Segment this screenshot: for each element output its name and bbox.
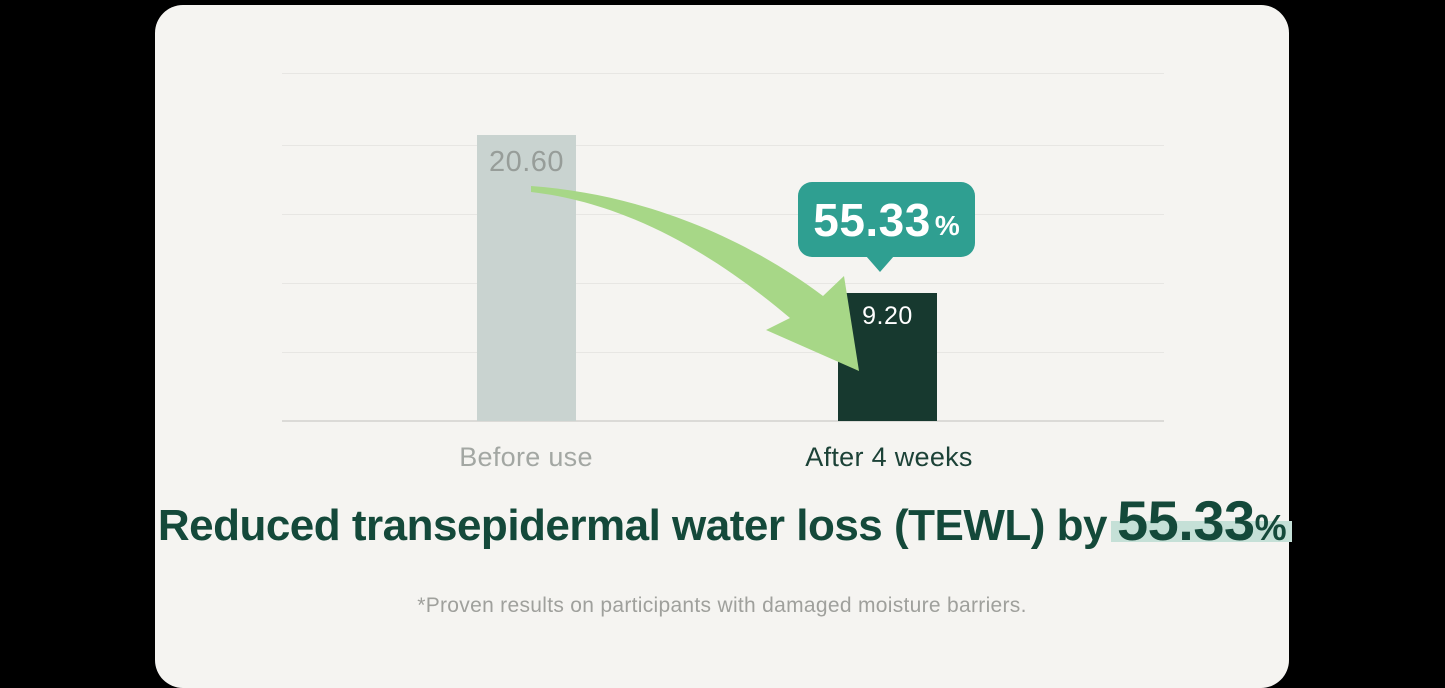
headline-text: Reduced transepidermal water loss (TEWL)… — [157, 501, 1108, 550]
x-axis-line — [282, 420, 1164, 422]
headline-percentage-highlight: 55.33% — [1111, 493, 1293, 549]
headline-number: 55.33 — [1117, 489, 1255, 552]
results-card: 20.60 9.20 55.33 % Before use After 4 we… — [155, 5, 1293, 688]
badge-percent-sign: % — [934, 209, 960, 241]
gridline — [282, 73, 1164, 74]
axis-label-before-use: Before use — [459, 442, 593, 472]
bar-value-label: 20.60 — [488, 146, 565, 178]
bar-before-use: 20.60 — [477, 135, 576, 421]
badge-pointer — [866, 256, 894, 272]
axis-label-after-4-weeks: After 4 weeks — [805, 442, 973, 472]
footnote: *Proven results on participants with dam… — [417, 594, 1027, 617]
percentage-badge: 55.33 % — [798, 182, 975, 272]
gridline — [282, 352, 1164, 353]
decrease-arrow-icon — [531, 186, 859, 371]
headline: Reduced transepidermal water loss (TEWL)… — [155, 493, 1293, 551]
gridline — [282, 145, 1164, 146]
gridline — [282, 214, 1164, 215]
headline-percent-sign: % — [1254, 507, 1287, 548]
bar-after-4-weeks: 9.20 — [838, 293, 937, 421]
badge-number: 55.33 — [813, 193, 931, 246]
bar-value-label: 9.20 — [862, 302, 913, 330]
gridline — [282, 283, 1164, 284]
